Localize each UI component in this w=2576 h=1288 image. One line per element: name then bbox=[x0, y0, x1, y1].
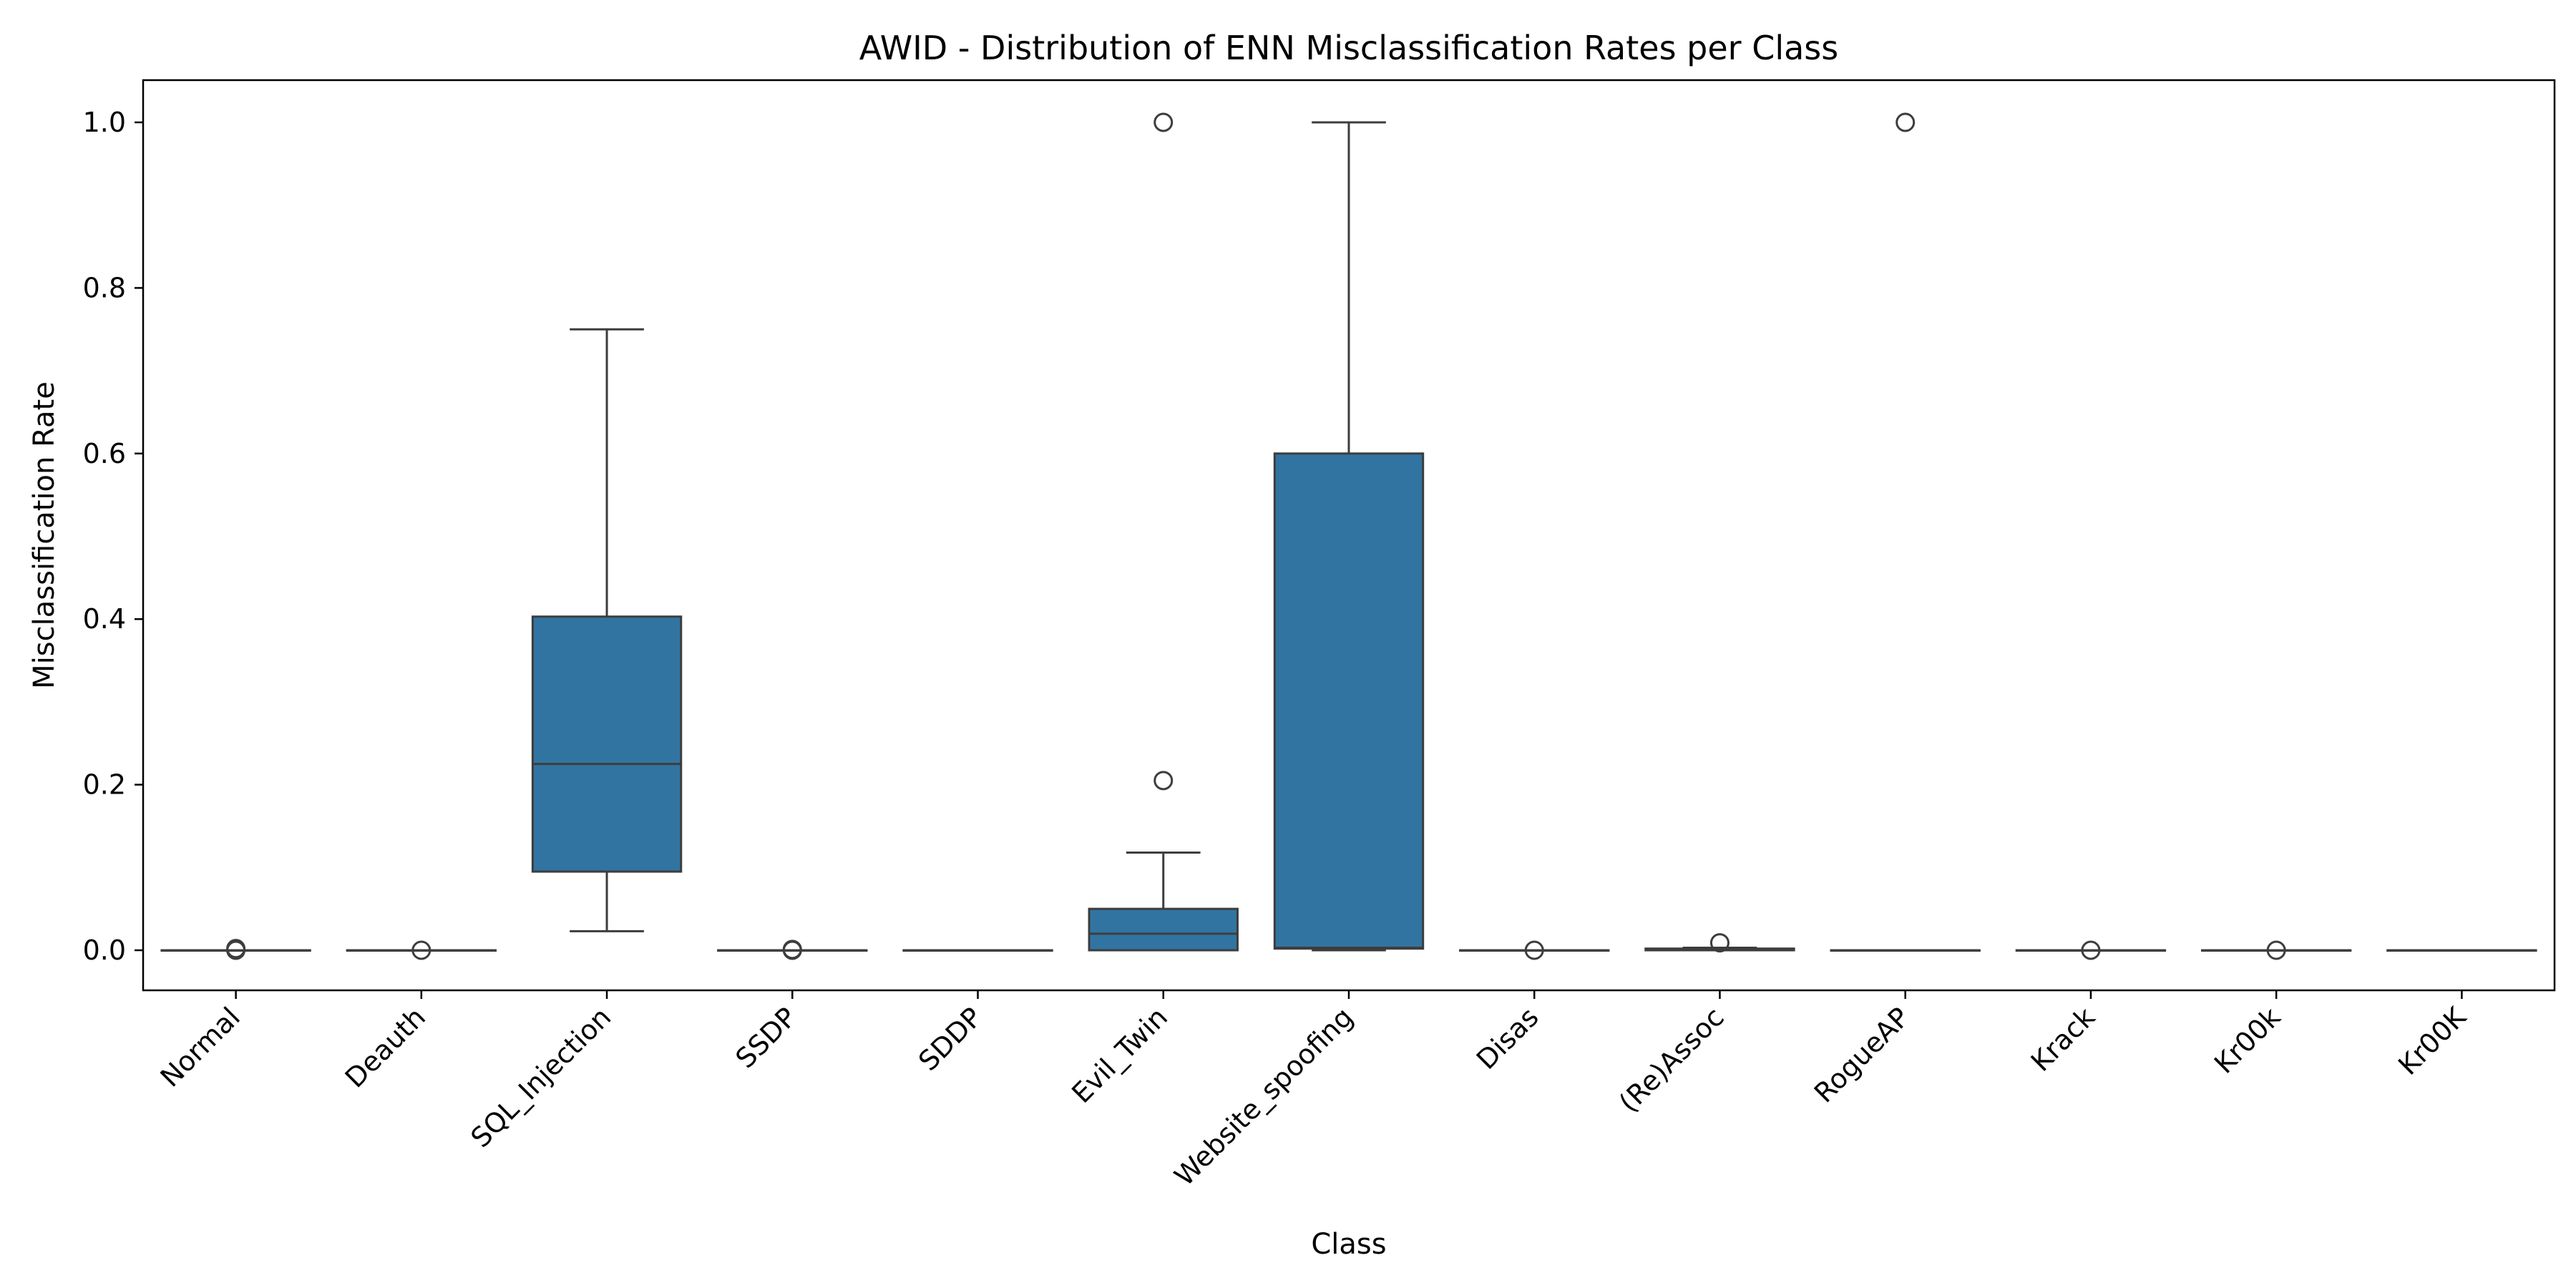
y-tick-label: 1.0 bbox=[83, 107, 126, 138]
plot-frame bbox=[142, 79, 2556, 992]
plot-area bbox=[160, 112, 2537, 960]
iqr-box bbox=[1273, 452, 1425, 950]
outlier-point bbox=[1709, 933, 1729, 953]
y-axis-ticks: 0.0 0.2 0.4 0.6 0.8 1.0 bbox=[83, 107, 143, 966]
iqr-box bbox=[531, 615, 683, 873]
outlier-point bbox=[1524, 940, 1544, 960]
y-tick-label: 0.8 bbox=[83, 272, 126, 303]
outlier-point bbox=[1153, 112, 1174, 132]
outlier-point bbox=[1896, 112, 1916, 132]
outlier-point bbox=[2266, 940, 2286, 960]
box-krack bbox=[2015, 940, 2167, 960]
box-rogueap bbox=[1830, 112, 1981, 952]
y-tick-label: 0.2 bbox=[83, 769, 126, 801]
box-website-spoofing bbox=[1273, 121, 1425, 952]
outlier-point bbox=[782, 940, 802, 960]
box-kr00k bbox=[2200, 940, 2352, 960]
box--re-assoc bbox=[1644, 933, 1795, 953]
box-sql-injection bbox=[531, 328, 683, 932]
box-kr00k bbox=[2386, 949, 2537, 952]
outlier-point bbox=[226, 939, 246, 959]
y-axis-label: Misclassification Rate bbox=[28, 381, 61, 689]
x-axis-label: Class bbox=[1311, 1228, 1386, 1261]
box-sddp bbox=[902, 949, 1053, 952]
box-normal bbox=[160, 939, 311, 960]
outlier-point bbox=[411, 940, 431, 960]
y-tick-label: 0.4 bbox=[83, 603, 126, 635]
outlier-point bbox=[2081, 940, 2101, 960]
box-evil-twin bbox=[1088, 112, 1239, 952]
box-disas bbox=[1459, 940, 1610, 960]
iqr-box bbox=[1088, 907, 1239, 952]
box-deauth bbox=[346, 940, 497, 960]
chart-title: AWID - Distribution of ENN Misclassifica… bbox=[859, 29, 1838, 67]
y-tick-label: 0.0 bbox=[83, 935, 126, 966]
y-tick-label: 0.6 bbox=[83, 438, 126, 469]
box-ssdp bbox=[717, 940, 868, 960]
outlier-point bbox=[1153, 771, 1174, 791]
